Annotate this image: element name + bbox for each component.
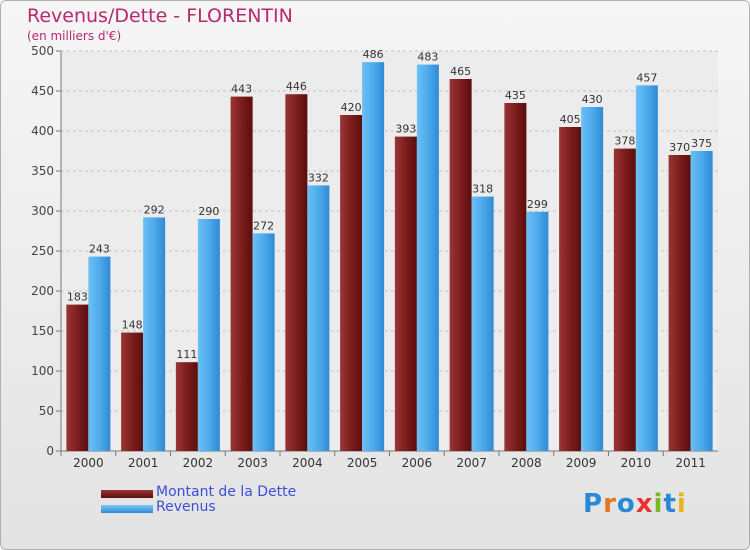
debt-bar: [394, 136, 417, 451]
chart-subtitle: (en milliers d'€): [27, 29, 122, 43]
bar-value-label: 332: [308, 171, 329, 184]
y-tick-label: 150: [31, 324, 54, 338]
bar-value-label: 420: [341, 101, 362, 114]
revenue-bar: [197, 219, 220, 451]
x-tick-label: 2009: [566, 456, 597, 470]
revenue-bar: [416, 64, 439, 451]
x-tick-label: 2010: [621, 456, 652, 470]
bar-value-label: 183: [67, 291, 88, 304]
bar-value-label: 111: [176, 348, 197, 361]
chart-title: Revenus/Dette - FLORENTIN: [27, 5, 293, 27]
y-tick-label: 400: [31, 124, 54, 138]
bar-value-label: 148: [122, 319, 143, 332]
y-tick-label: 300: [31, 204, 54, 218]
x-tick-label: 2004: [292, 456, 323, 470]
bar-value-label: 486: [363, 48, 384, 61]
legend-swatch-revenue: [101, 505, 153, 513]
legend-label-debt: Montant de la Dette: [156, 484, 297, 500]
debt-bar: [449, 79, 472, 451]
bar-value-label: 272: [253, 219, 274, 232]
y-tick-label: 0: [46, 444, 54, 458]
bar-value-label: 378: [614, 135, 635, 148]
proxiti-logo: Proxiti: [583, 489, 687, 519]
y-tick-label: 350: [31, 164, 54, 178]
revenue-bar: [690, 151, 713, 451]
y-tick-label: 450: [31, 84, 54, 98]
logo-letter: i: [676, 489, 687, 519]
debt-bar: [668, 155, 691, 451]
bar-value-label: 435: [505, 89, 526, 102]
bar-value-label: 430: [582, 93, 603, 106]
x-tick-label: 2002: [183, 456, 214, 470]
x-tick-label: 2003: [237, 456, 268, 470]
x-tick-label: 2005: [347, 456, 378, 470]
bar-value-label: 292: [144, 203, 165, 216]
x-tick-label: 2000: [73, 456, 104, 470]
bar-value-label: 465: [450, 65, 471, 78]
revenue-bar: [526, 211, 549, 451]
y-tick-label: 50: [39, 404, 54, 418]
y-tick-label: 200: [31, 284, 54, 298]
debt-bar: [285, 94, 308, 451]
revenue-bar: [362, 62, 385, 451]
debt-bar: [613, 148, 636, 451]
revenue-bar: [471, 196, 494, 451]
debt-bar: [504, 103, 527, 451]
revenue-bar: [252, 233, 275, 451]
x-tick-label: 2006: [402, 456, 433, 470]
x-tick-label: 2008: [511, 456, 542, 470]
x-tick-label: 2011: [675, 456, 706, 470]
bar-value-label: 290: [198, 205, 219, 218]
bar-value-label: 370: [669, 141, 690, 154]
debt-bar: [175, 362, 198, 451]
logo-letter: o: [616, 489, 636, 519]
logo-letter: r: [603, 489, 617, 519]
bar-value-label: 446: [286, 80, 307, 93]
debt-bar: [340, 115, 363, 451]
revenue-bar: [88, 256, 111, 451]
y-tick-label: 100: [31, 364, 54, 378]
debt-bar: [66, 304, 89, 451]
logo-letter: x: [635, 489, 654, 519]
debt-bar: [121, 332, 144, 451]
bar-value-label: 375: [691, 137, 712, 150]
legend-swatch-debt: [101, 490, 153, 498]
revenue-bar: [307, 185, 330, 451]
logo-letter: t: [663, 489, 677, 519]
x-tick-label: 2007: [456, 456, 487, 470]
bar-value-label: 243: [89, 243, 110, 256]
bar-value-label: 299: [527, 198, 548, 211]
debt-bar: [559, 127, 582, 451]
logo-letter: P: [583, 489, 604, 519]
bar-value-label: 443: [231, 83, 252, 96]
revenue-bar: [635, 85, 658, 452]
bar-value-label: 457: [636, 71, 657, 84]
y-tick-label: 500: [31, 44, 54, 58]
debt-bar: [230, 96, 253, 451]
revenue-bar: [143, 217, 166, 451]
x-tick-label: 2001: [128, 456, 159, 470]
bar-value-label: 393: [395, 123, 416, 136]
logo-letter: i: [653, 489, 664, 519]
bar-value-label: 405: [560, 113, 581, 126]
revenue-bar: [581, 107, 604, 451]
legend-label-revenue: Revenus: [156, 499, 216, 515]
y-tick-label: 250: [31, 244, 54, 258]
bar-value-label: 483: [417, 51, 438, 64]
bar-value-label: 318: [472, 183, 493, 196]
